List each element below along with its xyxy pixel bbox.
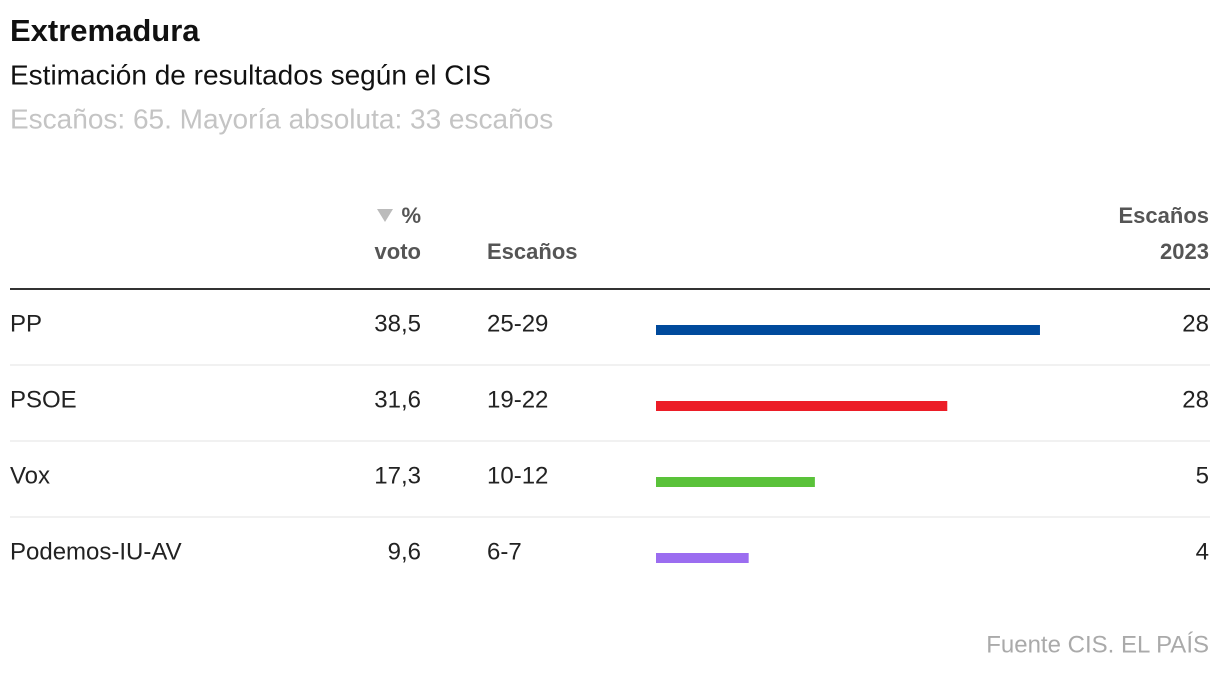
title: Extremadura (10, 13, 200, 48)
prev-seats: 4 (1196, 538, 1209, 565)
party: PP (10, 310, 42, 337)
party: PSOE (10, 386, 77, 413)
bar (656, 477, 815, 487)
party: Podemos-IU-AV (10, 538, 182, 565)
column-header[interactable]: % (401, 203, 421, 228)
party: Vox (10, 462, 50, 489)
seats: 6-7 (487, 538, 522, 565)
column-header: Escaños (487, 239, 578, 264)
column-header: 2023 (1160, 239, 1209, 264)
sort-icon[interactable] (377, 209, 393, 222)
seats: 25-29 (487, 310, 548, 337)
subtitle: Estimación de resultados según el CIS (10, 59, 491, 90)
prev-seats: 28 (1182, 386, 1209, 413)
vote: 17,3 (374, 462, 421, 489)
bar (656, 401, 948, 411)
seats: 19-22 (487, 386, 548, 413)
vote: 31,6 (374, 386, 421, 413)
source: Fuente CIS. EL PAÍS (986, 631, 1209, 658)
note: Escaños: 65. Mayoría absoluta: 33 escaño… (10, 103, 553, 134)
prev-seats: 5 (1196, 462, 1209, 489)
vote: 38,5 (374, 310, 421, 337)
bar (656, 325, 1040, 335)
seats: 10-12 (487, 462, 548, 489)
vote: 9,6 (388, 538, 421, 565)
prev-seats: 28 (1182, 310, 1209, 337)
column-header: Escaños (1119, 203, 1210, 228)
column-header[interactable]: voto (375, 239, 421, 264)
bar (656, 553, 749, 563)
